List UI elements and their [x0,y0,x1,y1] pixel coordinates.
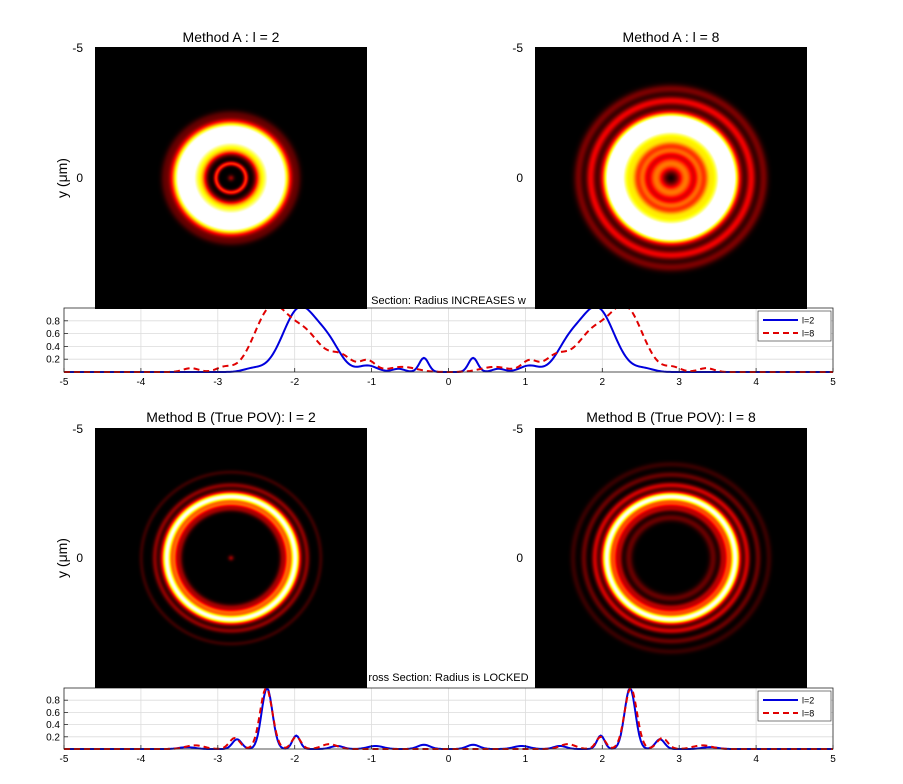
y-tick-label: 0 [516,551,523,565]
legend-label: l=8 [802,709,814,719]
y-tick-label: -5 [512,422,523,436]
intensity-image [535,47,807,309]
y-tick-label: 0 [76,551,83,565]
y-tick-label: 0.8 [46,696,60,707]
x-tick-label: -1 [367,377,376,388]
y-tick-label: -5 [72,41,83,55]
cross-section-title: Section: Radius INCREASES w [371,295,526,307]
heatmap-panel: Method B (True POV): l = 2 -5 0 y (μm) [54,409,367,688]
x-tick-label: 1 [523,754,529,765]
x-tick-label: 5 [830,754,836,765]
legend-label: l=2 [802,316,814,326]
legend-box [757,690,832,722]
x-tick-label: 0 [446,377,452,388]
y-axis-label: y (μm) [54,158,70,198]
y-tick-label: 0.6 [46,708,60,719]
legend-label: l=8 [802,329,814,339]
panel-title: Method B (True POV): l = 2 [146,409,316,425]
x-tick-label: -2 [290,754,299,765]
heatmap-panel: Method B (True POV): l = 8 -5 0 [512,409,807,688]
y-axis-label: y (μm) [54,538,70,578]
x-tick-label: 2 [600,377,606,388]
intensity-image [95,428,367,688]
intensity-image [95,47,367,309]
x-tick-label: 0 [446,754,452,765]
y-tick-label: 0.2 [46,732,60,743]
x-tick-label: -3 [213,377,222,388]
x-tick-label: 4 [753,377,759,388]
x-tick-label: -1 [367,754,376,765]
cross-section-panel: -5 -4 -3 -2 -1 0 1 2 3 4 5 0.2 0.4 0.6 0.8 Section: Rad… [46,295,836,388]
x-tick-label: -3 [213,754,222,765]
x-tick-label: -4 [136,377,145,388]
y-tick-label: 0.2 [46,355,60,366]
y-tick-label: 0.8 [46,316,60,327]
y-tick-label: 0.4 [46,342,60,353]
y-tick-label: 0 [516,171,523,185]
cross-section-panel: -5 -4 -3 -2 -1 0 1 2 3 4 5 0.20.40.60.8 ross Section… [46,672,836,765]
heatmap-panel: Method A : l = 2 -5 0 y (μm) [54,29,367,309]
x-tick-label: 2 [600,754,606,765]
cross-section-title: ross Section: Radius is LOCKED [368,672,528,684]
heatmap-panel: Method A : l = 8 -5 0 [512,29,807,309]
series-line-l=8 [64,687,833,750]
x-tick-label: 5 [830,377,836,388]
panel-title: Method A : l = 8 [623,29,720,45]
y-tick-label: 0 [76,171,83,185]
panel-title: Method B (True POV): l = 8 [586,409,756,425]
intensity-image [535,428,807,688]
x-tick-label: -5 [60,377,69,388]
y-tick-label: -5 [72,422,83,436]
y-tick-label: 0.4 [46,720,60,731]
x-tick-label: 4 [753,754,759,765]
y-tick-label: 0.6 [46,329,60,340]
heatmap-panels: Method A : l = 2-50y (μm)Method A : l = … [54,29,807,688]
x-tick-label: -5 [60,754,69,765]
x-tick-label: -2 [290,377,299,388]
x-tick-label: 1 [523,377,529,388]
legend-label: l=2 [802,696,814,706]
y-tick-label: -5 [512,41,523,55]
panel-title: Method A : l = 2 [183,29,280,45]
legend-box [757,310,832,342]
x-tick-label: 3 [676,754,682,765]
x-tick-label: -4 [136,754,145,765]
x-tick-label: 3 [676,377,682,388]
